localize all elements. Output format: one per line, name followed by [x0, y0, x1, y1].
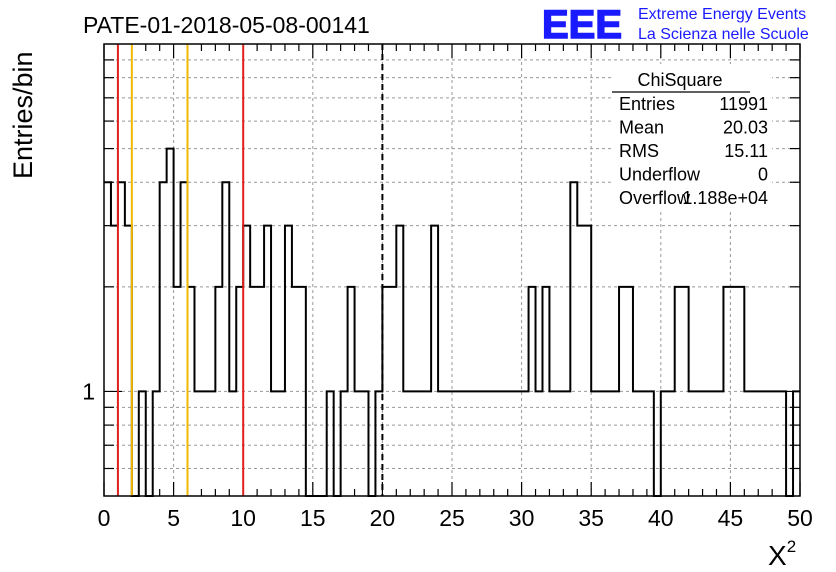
x-tick-label: 35 — [578, 505, 604, 531]
x-tick-label: 50 — [787, 505, 813, 531]
eee-logo-line1: Extreme Energy Events — [638, 6, 806, 23]
stats-box: ChiSquare Entries 11991 Mean 20.03 RMS 15.11 Un… — [612, 64, 772, 210]
histogram-line — [104, 147, 800, 497]
stats-value: 11991 — [719, 94, 768, 114]
eee-logo-mark: EEE — [542, 3, 622, 47]
stats-label: Overflow — [619, 188, 691, 208]
stats-value: 1.188e+04 — [682, 188, 768, 208]
eee-logo-line2: La Scienza nelle Scuole — [638, 26, 809, 43]
x-tick-label: 15 — [300, 505, 326, 531]
x-axis-label-superscript: 2 — [787, 537, 796, 556]
y-axis-label: Entries/bin — [8, 51, 38, 179]
x-tick-label: 0 — [98, 505, 111, 531]
x-axis: 0 5 10 15 20 25 30 35 40 45 50 — [98, 505, 813, 531]
stats-label: Mean — [619, 118, 664, 138]
x-tick-label: 30 — [509, 505, 535, 531]
x-axis-label-base: X — [768, 540, 787, 571]
stats-label: Underflow — [619, 165, 701, 185]
stats-title: ChiSquare — [637, 70, 722, 90]
x-tick-label: 10 — [230, 505, 256, 531]
stats-label: RMS — [619, 141, 659, 161]
chart-title: PATE-01-2018-05-08-00141 — [83, 12, 370, 38]
y-tick-label: 1 — [82, 378, 95, 404]
y-axis: 1 — [82, 378, 95, 404]
stats-value: 0 — [758, 165, 768, 185]
x-tick-label: 20 — [370, 505, 396, 531]
stats-value: 20.03 — [723, 118, 768, 138]
marker-lines — [116, 44, 384, 496]
stats-box-bg — [612, 64, 772, 210]
x-tick-label: 25 — [439, 505, 465, 531]
x-tick-label: 5 — [167, 505, 180, 531]
x-tick-label: 45 — [718, 505, 744, 531]
stats-label: Entries — [619, 94, 675, 114]
plot-frame — [103, 43, 801, 497]
x-axis-label: X2 — [768, 537, 796, 571]
eee-logo: EEE Extreme Energy Events La Scienza nel… — [541, 2, 809, 48]
stats-value: 15.11 — [724, 141, 768, 161]
x-tick-label: 40 — [648, 505, 674, 531]
